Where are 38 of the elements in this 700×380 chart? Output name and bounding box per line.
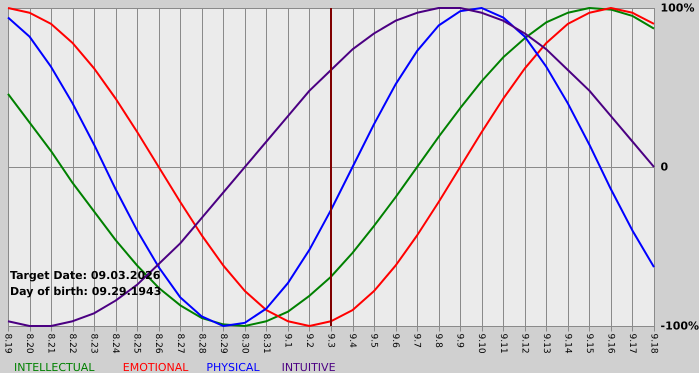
x-tick-label: 8.31 xyxy=(260,334,271,354)
text: PHYSICAL xyxy=(206,361,260,374)
x-tick-label: 9.6 xyxy=(390,334,400,348)
x-tick-label: 9.1 xyxy=(282,334,292,348)
x-tick-label: 9.4 xyxy=(347,334,358,348)
x-tick-label: 8.23 xyxy=(88,334,99,354)
text: EMOTIONAL xyxy=(122,361,190,374)
x-tick-label: 8.20 xyxy=(24,334,34,354)
x-tick-label: 9.7 xyxy=(412,334,422,348)
x-tick-label: 9.5 xyxy=(368,334,379,348)
y-tick-label: -100% xyxy=(660,320,700,332)
text: INTELLECTUAL xyxy=(14,361,96,374)
y-tick-label: 100% xyxy=(660,2,694,14)
x-tick-label: 9.18 xyxy=(648,334,658,354)
x-tick-label: 8.22 xyxy=(67,334,78,354)
x-tick-label: 9.11 xyxy=(498,334,508,354)
x-tick-label: 9.9 xyxy=(454,334,465,348)
x-tick-label: 8.27 xyxy=(174,334,185,354)
x-tick-label: 8.28 xyxy=(196,334,206,354)
x-tick-label: 9.8 xyxy=(433,334,444,348)
y-tick-label: 0 xyxy=(660,160,668,174)
x-tick-label: 9.17 xyxy=(626,334,637,354)
x-tick-label: 9.15 xyxy=(584,334,594,354)
x-tick-label: 8.25 xyxy=(132,334,142,354)
x-tick-label: 8.24 xyxy=(110,334,120,354)
x-tick-label: 8.21 xyxy=(46,334,56,354)
text: INTUITIVE xyxy=(282,361,336,374)
x-tick-label: 9.3 xyxy=(326,334,336,348)
x-tick-label: 9.16 xyxy=(605,334,616,354)
x-tick-label: 8.19 xyxy=(2,334,12,354)
x-tick-label: 9.13 xyxy=(540,334,551,354)
x-tick-label: 8.26 xyxy=(153,334,164,354)
x-tick-label: 9.14 xyxy=(562,334,572,354)
x-tick-label: 9.12 xyxy=(519,334,530,354)
x-tick-label: 8.30 xyxy=(239,334,250,354)
x-tick-label: 9.2 xyxy=(304,334,314,348)
x-tick-label: 8.29 xyxy=(218,334,228,354)
x-tick-label: 9.10 xyxy=(476,334,486,354)
